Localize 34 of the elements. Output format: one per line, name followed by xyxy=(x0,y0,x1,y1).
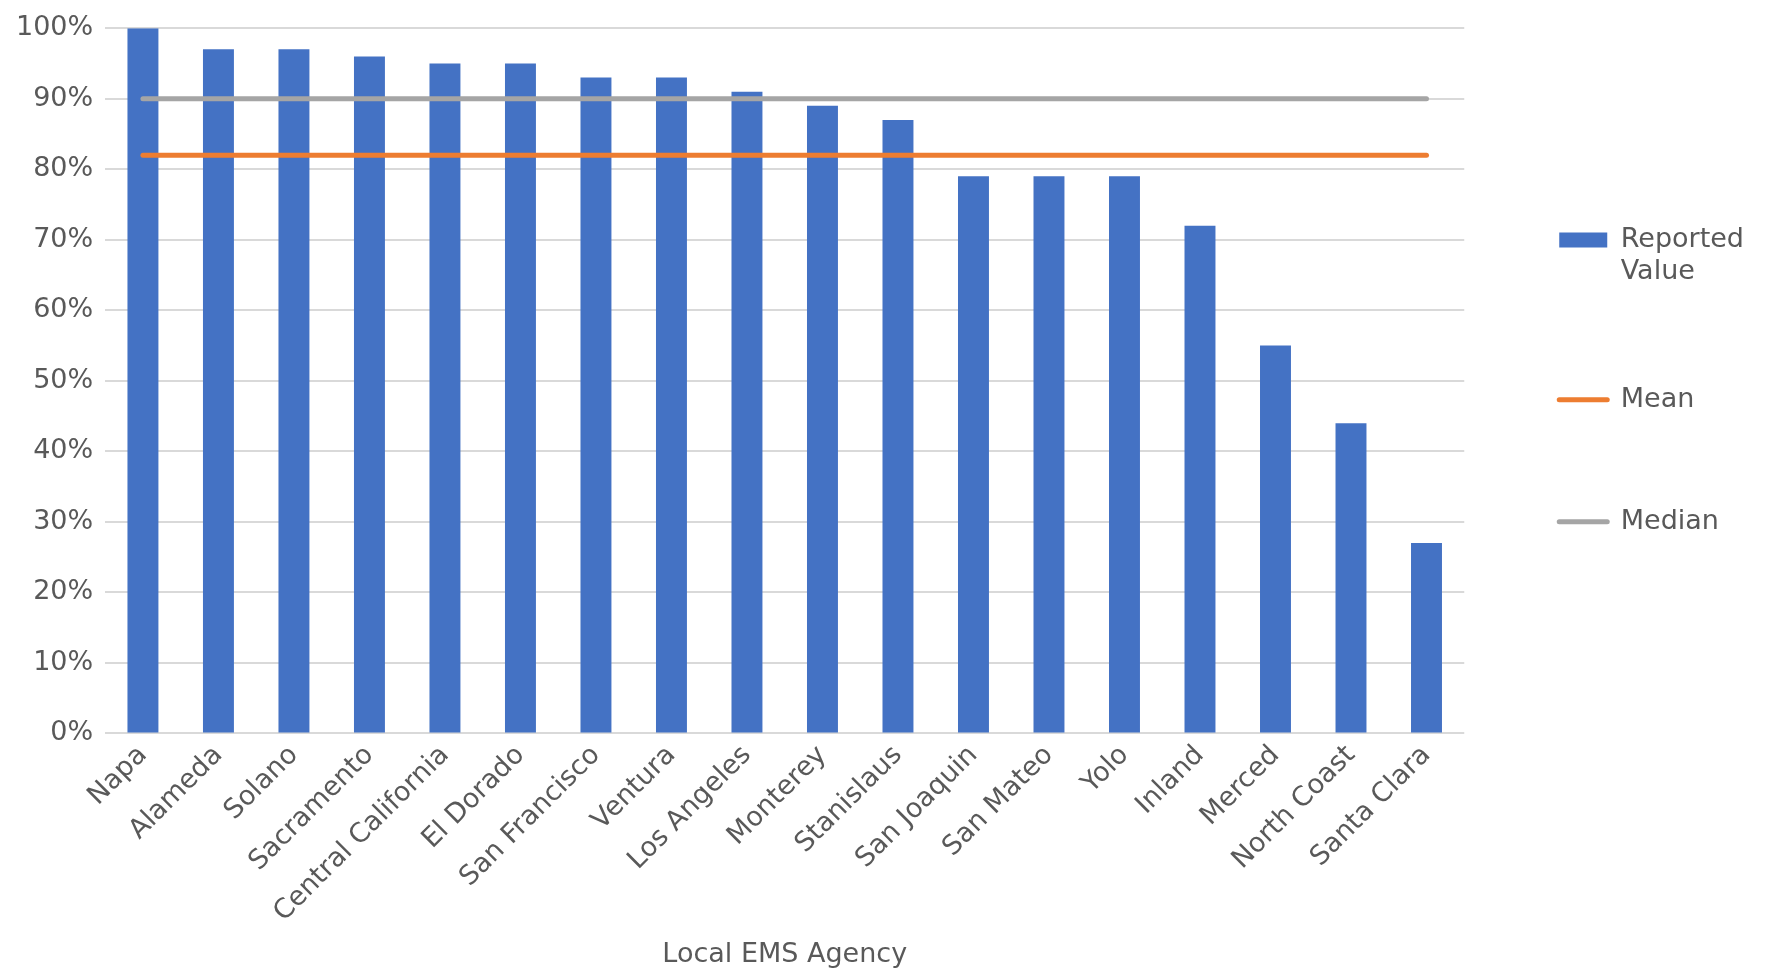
bar xyxy=(504,63,536,733)
legend-label: Mean xyxy=(1620,381,1695,413)
bar xyxy=(731,91,763,733)
y-tick-label: 10% xyxy=(33,644,94,676)
y-tick-label: 60% xyxy=(33,292,94,324)
y-tick-label: 40% xyxy=(33,433,94,465)
bar xyxy=(882,119,914,733)
bar xyxy=(353,56,385,733)
y-tick-label: 50% xyxy=(33,362,94,394)
legend-label: Median xyxy=(1620,503,1719,535)
y-tick-label: 20% xyxy=(33,574,94,606)
bar xyxy=(958,176,989,733)
bar xyxy=(1335,423,1367,733)
bar xyxy=(1411,543,1442,733)
bar xyxy=(1260,345,1291,733)
y-tick-label: 70% xyxy=(33,221,94,253)
bar xyxy=(127,28,159,733)
legend-label: Reported Value xyxy=(1620,221,1745,286)
bar xyxy=(580,77,612,733)
x-tick-label: Yolo xyxy=(1073,738,1134,799)
bar xyxy=(429,63,461,733)
y-tick-label: 80% xyxy=(33,151,94,183)
bar xyxy=(1184,225,1216,733)
bar xyxy=(202,49,234,733)
bar xyxy=(1033,176,1065,733)
y-tick-label: 30% xyxy=(33,503,94,535)
x-axis-title: Local EMS Agency xyxy=(662,936,908,968)
y-tick-label: 100% xyxy=(15,10,94,42)
y-tick-label: 0% xyxy=(50,715,94,747)
bar xyxy=(1109,176,1140,733)
bar xyxy=(806,105,838,733)
y-tick-label: 90% xyxy=(33,80,94,112)
bar xyxy=(655,77,687,733)
bar xyxy=(278,49,310,733)
